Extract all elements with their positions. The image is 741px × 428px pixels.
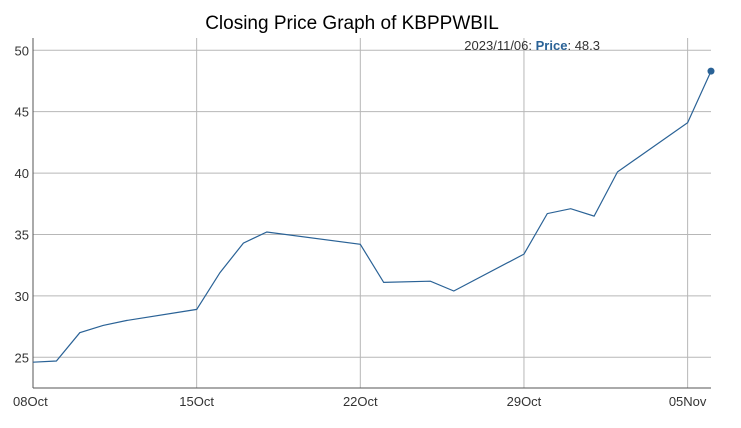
- x-tick-label: 29Oct: [507, 394, 542, 409]
- tooltip-value: 48.3: [575, 38, 600, 53]
- hover-tooltip: 2023/11/06: Price: 48.3: [464, 38, 600, 53]
- tooltip-colon: :: [567, 38, 574, 53]
- axes: 25 30 35 40 45 50 08Oct 15Oct 22Oct 29Oct 05Nov: [13, 38, 711, 409]
- x-tick-label: 15Oct: [179, 394, 214, 409]
- hover-point-marker: [707, 67, 715, 75]
- x-tick-label: 08Oct: [13, 394, 48, 409]
- series-line-price: [32, 70, 712, 363]
- tooltip-separator: :: [528, 38, 535, 53]
- grid: [33, 38, 711, 388]
- y-tick-label: 40: [15, 166, 29, 181]
- y-tick-label: 35: [15, 227, 29, 242]
- x-tick-label: 05Nov: [669, 394, 707, 409]
- tooltip-date: 2023/11/06: [464, 38, 528, 53]
- y-tick-label: 50: [15, 43, 29, 58]
- y-tick-label: 30: [15, 289, 29, 304]
- tooltip-series-name: Price: [536, 38, 568, 53]
- svg-text:2023/11/06: Price: 48.3: 2023/11/06: Price: 48.3: [464, 38, 600, 53]
- y-tick-label: 25: [15, 350, 29, 365]
- x-tick-label: 22Oct: [343, 394, 378, 409]
- y-tick-label: 45: [15, 105, 29, 120]
- series-layer: [32, 67, 715, 363]
- chart-title: Closing Price Graph of KBPPWBIL: [205, 13, 499, 34]
